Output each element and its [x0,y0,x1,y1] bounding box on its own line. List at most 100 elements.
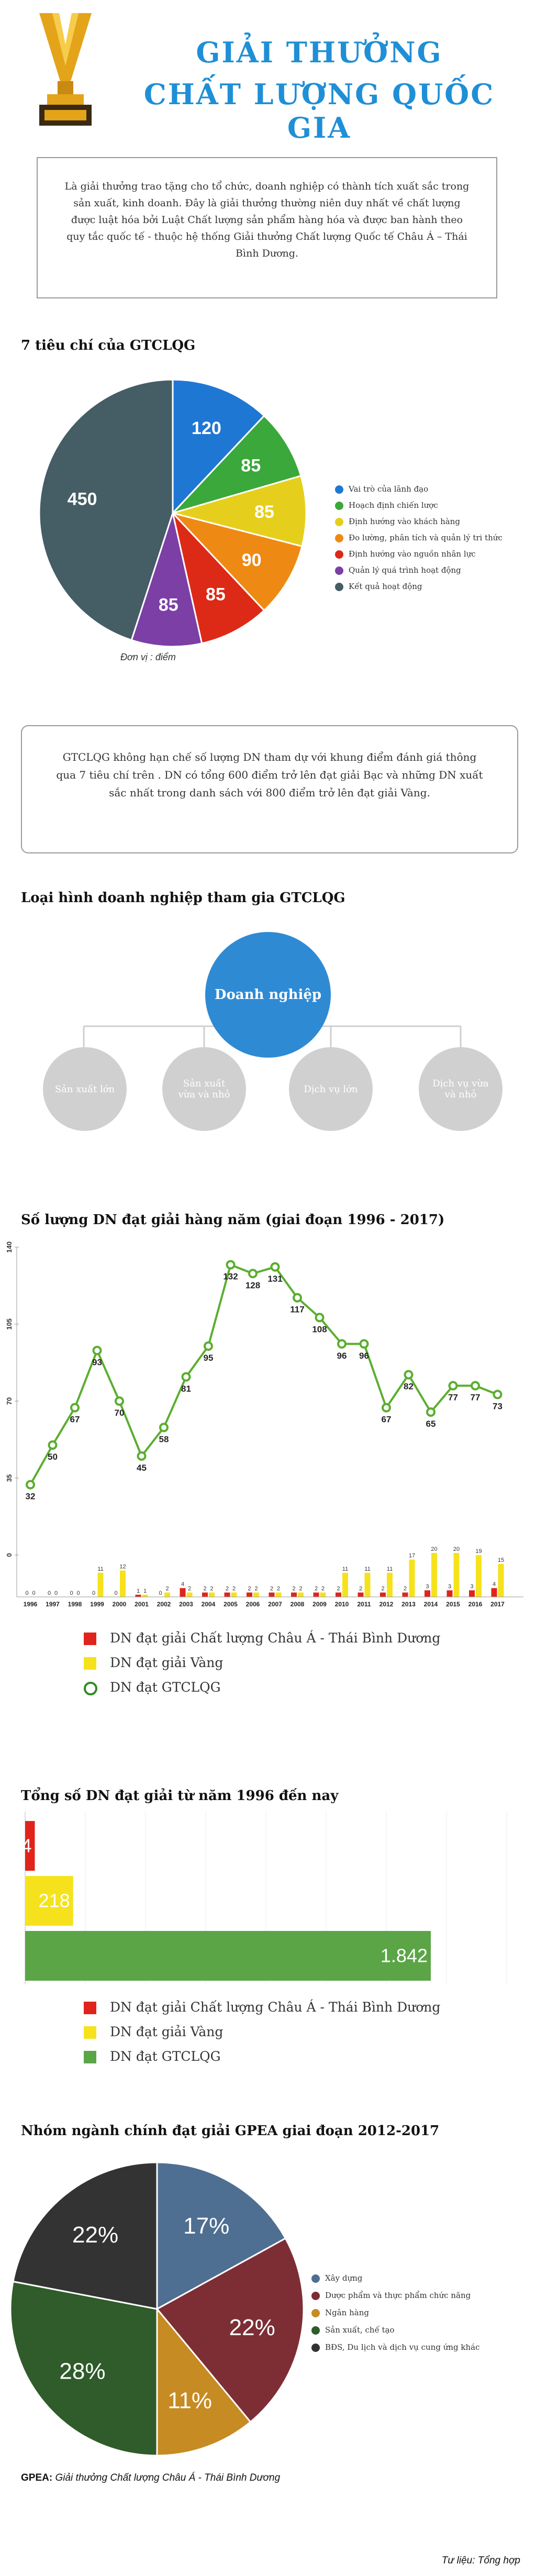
legend-label: Quản lý quá trình hoạt động [349,565,461,575]
bar-value-label: 2 [292,1586,295,1592]
line-point [137,1451,147,1461]
line-point-label: 132 [223,1272,238,1282]
x-tick-label: 2000 [113,1601,127,1608]
org-heading: Loại hình doanh nghiệp tham gia GTCLQG [21,890,345,906]
pie-slice [171,510,265,645]
bar [469,1590,475,1597]
org-child-label: Sản xuất lớn [54,1083,115,1095]
pie-slice [130,510,203,648]
x-tick-label: 2004 [202,1601,216,1608]
x-tick-label: 2007 [268,1601,282,1608]
legend-yellow-swatch [84,2026,96,2039]
bar-value-label: 2 [321,1586,325,1592]
line-point-label: 96 [337,1351,347,1361]
x-tick-label: 1997 [46,1601,60,1608]
line-point-label: 128 [245,1280,260,1290]
pie-slice-label: 17% [183,2213,229,2239]
bar [476,1555,482,1597]
page-title-line1: GIẢI THƯỞNG [196,36,443,69]
bar [231,1592,237,1597]
bar-value-label: 2 [210,1586,213,1592]
legend-swatch [335,534,343,542]
bar-value-label: 15 [498,1557,504,1563]
line-point-label: 108 [312,1324,327,1334]
sectors-heading: Nhóm ngành chính đạt giải GPEA giai đoạn… [21,2123,440,2139]
criteria-legend: Vai trò của lãnh đạo Hoạch định chiến lượ… [335,484,534,605]
annual-legend-label: DN đạt giải Chất lượng Châu Á - Thái Bìn… [110,1630,441,1646]
bar [453,1553,460,1597]
line-point [337,1339,347,1349]
legend-green-ring [84,1682,97,1695]
line-point [493,1390,502,1400]
bar-value-label: 11 [342,1566,348,1572]
bar-value-label: 20 [453,1546,460,1552]
pie-slice-label: 22% [229,2315,275,2340]
bar [402,1592,408,1597]
footnote-bold: GPEA: [21,2472,53,2483]
bar-value-label: 2 [248,1586,251,1592]
line-point [248,1269,258,1279]
bar-value-label: 0 [159,1590,162,1596]
bar [313,1592,319,1597]
legend-swatch [335,485,343,494]
pie-slice [156,2161,287,2311]
line-point [471,1381,480,1391]
bar-value-label: 2 [315,1586,318,1592]
intro-text: Là giải thưởng trao tặng cho tổ chức, do… [37,157,497,298]
bar-value-label: 11 [364,1566,370,1572]
bar-value-label: 2 [359,1586,362,1592]
x-tick-label: 2011 [357,1601,371,1608]
line-point-label: 95 [204,1353,214,1363]
line-point-label: 45 [137,1463,147,1473]
legend-label: Định hướng vào nguồn nhân lực [349,549,476,559]
bar-value-label: 2 [299,1586,302,1592]
bar-value-label: 11 [97,1566,103,1572]
bar-value-label: 4 [493,1581,496,1587]
bar [320,1592,326,1597]
line-point [359,1339,369,1349]
org-child-node: Sản xuất lớn [43,1047,127,1131]
pie-slice-label: 450 [68,490,97,509]
totals-legend-label: DN đạt GTCLQG [110,2049,221,2064]
line-point [115,1396,124,1406]
bar [291,1592,297,1597]
bar-value-label: 11 [387,1566,393,1572]
org-child-label: Sản xuất vừa và nhỏ [178,1078,230,1100]
bar-value-label: 2 [254,1586,258,1592]
bar [97,1572,104,1597]
y-tick-label: 140 [5,1241,13,1253]
sectors-pie-chart: 17% 22% 11% 28% 22% [9,2161,305,2457]
pie-slice-label: 85 [254,502,274,522]
legend-label: Đo lường, phân tích và quản lý tri thức [349,533,502,542]
bar [180,1588,186,1597]
bar [364,1572,371,1597]
y-tick-label: 105 [5,1318,13,1330]
x-tick-label: 2014 [424,1601,438,1608]
pie-slice [172,379,265,515]
bar-value-label: 3 [470,1583,473,1590]
bar-value-label: 2 [232,1586,236,1592]
line-point [448,1381,458,1391]
line-point [426,1407,436,1417]
pie-slice-label: 85 [206,585,226,605]
x-tick-label: 2001 [135,1601,149,1608]
bar [202,1592,208,1597]
bar [247,1592,252,1597]
totals-chart: 44 218 1.842 [10,1812,507,1984]
x-tick-label: 2017 [490,1601,505,1608]
bar-value-label: 12 [119,1564,126,1570]
x-tick-label: 2016 [468,1601,483,1608]
x-tick-label: 2010 [335,1601,349,1608]
bar [186,1592,193,1597]
x-tick-label: 2015 [446,1601,460,1608]
line-point [226,1260,236,1270]
criteria-unit-note: Đơn vị : điểm [120,652,176,662]
line-point [159,1423,169,1433]
y-tick-label: 70 [5,1397,13,1405]
footnote-text: Giải thưởng Chất lượng Châu Á - Thái Bìn… [55,2472,281,2483]
bar [135,1594,141,1597]
line-point-label: 77 [471,1393,481,1403]
line-point [26,1480,35,1490]
pie-slice [156,2306,252,2457]
annual-legend-label: DN đạt giải Vàng [110,1655,224,1670]
